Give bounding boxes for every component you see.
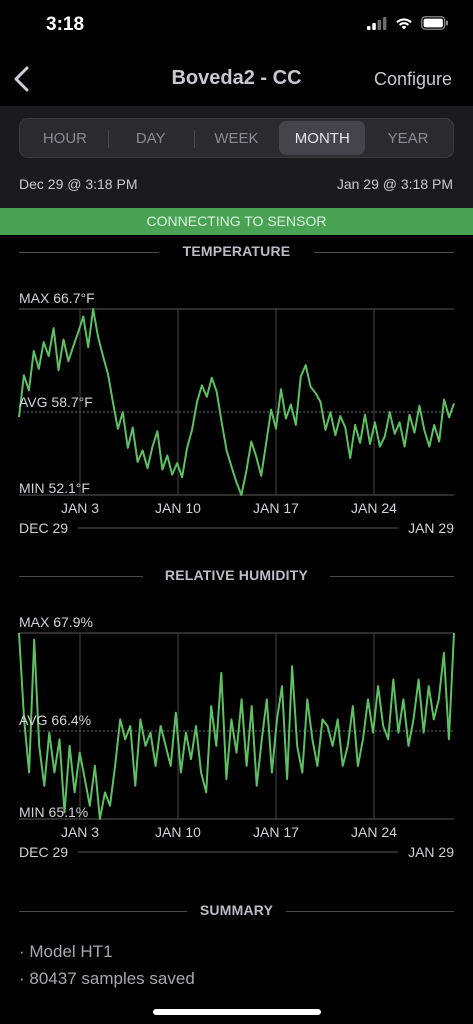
humidity-section-title: RELATIVE HUMIDITY: [19, 566, 454, 586]
temperature-title: TEMPERATURE: [182, 243, 291, 259]
status-bar: 3:18: [0, 0, 473, 52]
status-time: 3:18: [46, 14, 85, 35]
x-tick-label: JAN 10: [155, 824, 201, 840]
battery-icon: [421, 16, 448, 30]
date-range-end: JAN 29: [408, 844, 454, 860]
status-icons: [367, 16, 449, 30]
range-start-label: Dec 29 @ 3:18 PM: [19, 176, 138, 192]
chevron-left-icon: [14, 66, 29, 92]
avg-label: AVG 58.7°F: [19, 394, 93, 410]
divider: [19, 911, 187, 912]
x-tick-label: JAN 17: [253, 500, 299, 516]
summary-list: · Model HT1 · 80437 samples saved: [19, 943, 454, 997]
divider: [19, 252, 159, 253]
summary-item-samples: · 80437 samples saved: [19, 969, 195, 988]
divider: [314, 252, 454, 253]
connecting-banner: CONNECTING TO SENSOR: [0, 208, 473, 235]
divider: [330, 576, 454, 577]
min-label: MIN 52.1°F: [19, 480, 90, 496]
avg-label: AVG 66.4%: [19, 712, 91, 728]
humidity-title: RELATIVE HUMIDITY: [164, 567, 309, 583]
chart-frame: [19, 632, 454, 820]
humidity-series-line: [18, 632, 455, 820]
min-label: MIN 65.1%: [19, 804, 88, 820]
temperature-section-title: TEMPERATURE: [19, 242, 454, 262]
date-range-start: DEC 29: [19, 520, 68, 536]
x-tick-label: JAN 3: [61, 824, 99, 840]
configure-button[interactable]: Configure: [373, 69, 452, 89]
divider: [19, 576, 143, 577]
cellular-signal-icon: [367, 16, 387, 30]
summary-title: SUMMARY: [199, 902, 274, 918]
back-button[interactable]: [8, 62, 38, 96]
temperature-series-line: [18, 308, 455, 496]
range-end-label: Jan 29 @ 3:18 PM: [336, 176, 453, 192]
x-tick-label: JAN 24: [351, 500, 397, 516]
date-range-end: JAN 29: [408, 520, 454, 536]
nav-bar: Boveda2 - CC Configure: [0, 52, 473, 106]
summary-item-model: · Model HT1: [19, 942, 113, 961]
period-segmented-control: HOUR DAY WEEK MONTH YEAR: [19, 118, 454, 158]
date-range-start: DEC 29: [19, 844, 68, 860]
divider: [286, 911, 454, 912]
home-indicator[interactable]: [153, 1009, 321, 1015]
tab-year[interactable]: YEAR: [387, 129, 429, 147]
tab-day[interactable]: DAY: [107, 121, 194, 155]
summary-section-title: SUMMARY: [19, 901, 454, 921]
x-tick-label: JAN 10: [155, 500, 201, 516]
tab-month[interactable]: MONTH: [279, 121, 366, 155]
wifi-icon: [396, 17, 412, 29]
max-label: MAX 66.7°F: [19, 290, 95, 306]
tab-week[interactable]: WEEK: [193, 121, 280, 155]
humidity-chart: MAX 67.9% AVG 66.4% MIN 65.1% JAN 3 JAN …: [18, 614, 455, 860]
x-tick-label: JAN 3: [61, 500, 99, 516]
x-tick-label: JAN 24: [351, 824, 397, 840]
max-label: MAX 67.9%: [19, 614, 93, 630]
tab-hour[interactable]: HOUR: [42, 129, 87, 147]
temperature-chart: MAX 66.7°F AVG 58.7°F MIN 52.1°F JAN 3 J…: [18, 290, 455, 536]
x-tick-label: JAN 17: [253, 824, 299, 840]
